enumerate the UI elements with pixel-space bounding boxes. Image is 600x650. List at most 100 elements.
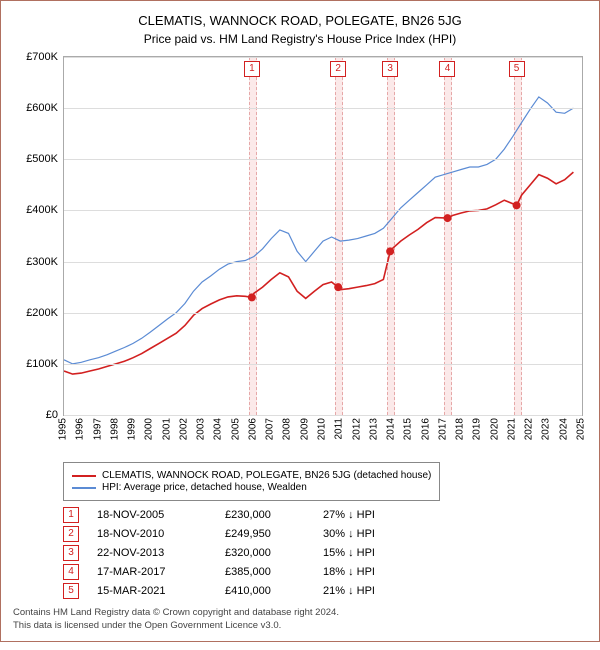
x-tick-label: 2008 — [282, 418, 293, 440]
x-tick-label: 2020 — [489, 418, 500, 440]
x-tick-label: 2018 — [455, 418, 466, 440]
footer-line-1: Contains HM Land Registry data © Crown c… — [13, 607, 587, 620]
sale-marker-dot — [513, 201, 521, 209]
x-tick-label: 1995 — [58, 418, 69, 440]
sale-row-number: 4 — [63, 564, 79, 580]
x-tick-label: 1996 — [75, 418, 86, 440]
sale-date: 17-MAR-2017 — [97, 566, 207, 578]
sale-marker-dot — [334, 283, 342, 291]
sale-hpi-delta: 15% ↓ HPI — [323, 547, 423, 559]
plot-area: £0£100K£200K£300K£400K£500K£600K£700K123… — [63, 56, 583, 416]
legend-label: CLEMATIS, WANNOCK ROAD, POLEGATE, BN26 5… — [102, 470, 431, 481]
legend-item: CLEMATIS, WANNOCK ROAD, POLEGATE, BN26 5… — [72, 470, 431, 481]
x-tick-label: 2011 — [334, 418, 345, 440]
sale-date: 18-NOV-2005 — [97, 509, 207, 521]
sale-row: 2 18-NOV-2010 £249,950 30% ↓ HPI — [63, 526, 587, 542]
sale-marker-number: 2 — [330, 61, 346, 77]
sale-price: £320,000 — [225, 547, 305, 559]
sale-row-number: 1 — [63, 507, 79, 523]
sale-date: 15-MAR-2021 — [97, 585, 207, 597]
x-tick-label: 2009 — [299, 418, 310, 440]
sale-row-number: 2 — [63, 526, 79, 542]
x-tick-label: 1999 — [127, 418, 138, 440]
x-tick-label: 2004 — [213, 418, 224, 440]
x-tick-label: 2000 — [144, 418, 155, 440]
x-tick-label: 2010 — [317, 418, 328, 440]
sale-date: 22-NOV-2013 — [97, 547, 207, 559]
x-tick-label: 2015 — [403, 418, 414, 440]
sale-price: £410,000 — [225, 585, 305, 597]
sale-price: £230,000 — [225, 509, 305, 521]
x-tick-label: 2019 — [472, 418, 483, 440]
x-axis: 1995199619971998199920002001200220032004… — [63, 416, 583, 452]
sale-row-number: 3 — [63, 545, 79, 561]
x-tick-label: 2017 — [437, 418, 448, 440]
gridline — [64, 313, 582, 314]
sale-marker-number: 1 — [244, 61, 260, 77]
sale-marker-number: 4 — [439, 61, 455, 77]
sale-marker-dot — [443, 214, 451, 222]
y-tick-label: £500K — [26, 153, 58, 165]
sale-price: £385,000 — [225, 566, 305, 578]
series-line — [64, 172, 573, 374]
sale-hpi-delta: 21% ↓ HPI — [323, 585, 423, 597]
x-tick-label: 1998 — [109, 418, 120, 440]
gridline — [64, 108, 582, 109]
series-line — [64, 97, 573, 364]
legend-swatch — [72, 475, 96, 477]
x-tick-label: 2007 — [265, 418, 276, 440]
legend-label: HPI: Average price, detached house, Weal… — [102, 482, 307, 493]
y-tick-label: £400K — [26, 204, 58, 216]
chart-title: CLEMATIS, WANNOCK ROAD, POLEGATE, BN26 5… — [13, 13, 587, 28]
legend: CLEMATIS, WANNOCK ROAD, POLEGATE, BN26 5… — [63, 462, 440, 501]
x-tick-label: 2012 — [351, 418, 362, 440]
gridline — [64, 364, 582, 365]
sale-price: £249,950 — [225, 528, 305, 540]
sale-date: 18-NOV-2010 — [97, 528, 207, 540]
sale-row: 5 15-MAR-2021 £410,000 21% ↓ HPI — [63, 583, 587, 599]
y-tick-label: £200K — [26, 307, 58, 319]
sale-marker-dot — [386, 247, 394, 255]
y-tick-label: £0 — [46, 409, 58, 421]
x-tick-label: 2023 — [541, 418, 552, 440]
x-tick-label: 2024 — [558, 418, 569, 440]
x-tick-label: 2003 — [196, 418, 207, 440]
sale-marker-dot — [248, 293, 256, 301]
chart-container: CLEMATIS, WANNOCK ROAD, POLEGATE, BN26 5… — [0, 0, 600, 642]
y-tick-label: £600K — [26, 102, 58, 114]
chart-svg — [64, 57, 582, 415]
sale-marker-number: 3 — [382, 61, 398, 77]
x-tick-label: 2016 — [420, 418, 431, 440]
legend-item: HPI: Average price, detached house, Weal… — [72, 482, 431, 493]
x-tick-label: 1997 — [92, 418, 103, 440]
footer-attribution: Contains HM Land Registry data © Crown c… — [13, 607, 587, 633]
x-tick-label: 2021 — [506, 418, 517, 440]
gridline — [64, 210, 582, 211]
sale-hpi-delta: 27% ↓ HPI — [323, 509, 423, 521]
sale-row: 4 17-MAR-2017 £385,000 18% ↓ HPI — [63, 564, 587, 580]
x-tick-label: 2001 — [161, 418, 172, 440]
sale-hpi-delta: 18% ↓ HPI — [323, 566, 423, 578]
sales-table: 1 18-NOV-2005 £230,000 27% ↓ HPI 2 18-NOV-201… — [63, 507, 587, 599]
gridline — [64, 262, 582, 263]
y-tick-label: £700K — [26, 51, 58, 63]
y-tick-label: £300K — [26, 256, 58, 268]
y-tick-label: £100K — [26, 358, 58, 370]
gridline — [64, 159, 582, 160]
x-tick-label: 2014 — [386, 418, 397, 440]
x-tick-label: 2006 — [247, 418, 258, 440]
x-tick-label: 2002 — [178, 418, 189, 440]
sale-marker-number: 5 — [509, 61, 525, 77]
sale-row: 1 18-NOV-2005 £230,000 27% ↓ HPI — [63, 507, 587, 523]
sale-row: 3 22-NOV-2013 £320,000 15% ↓ HPI — [63, 545, 587, 561]
x-tick-label: 2013 — [368, 418, 379, 440]
chart-subtitle: Price paid vs. HM Land Registry's House … — [13, 32, 587, 46]
x-tick-label: 2022 — [524, 418, 535, 440]
legend-swatch — [72, 487, 96, 489]
sale-hpi-delta: 30% ↓ HPI — [323, 528, 423, 540]
x-tick-label: 2025 — [576, 418, 587, 440]
footer-line-2: This data is licensed under the Open Gov… — [13, 620, 587, 633]
sale-row-number: 5 — [63, 583, 79, 599]
gridline — [64, 57, 582, 58]
x-tick-label: 2005 — [230, 418, 241, 440]
